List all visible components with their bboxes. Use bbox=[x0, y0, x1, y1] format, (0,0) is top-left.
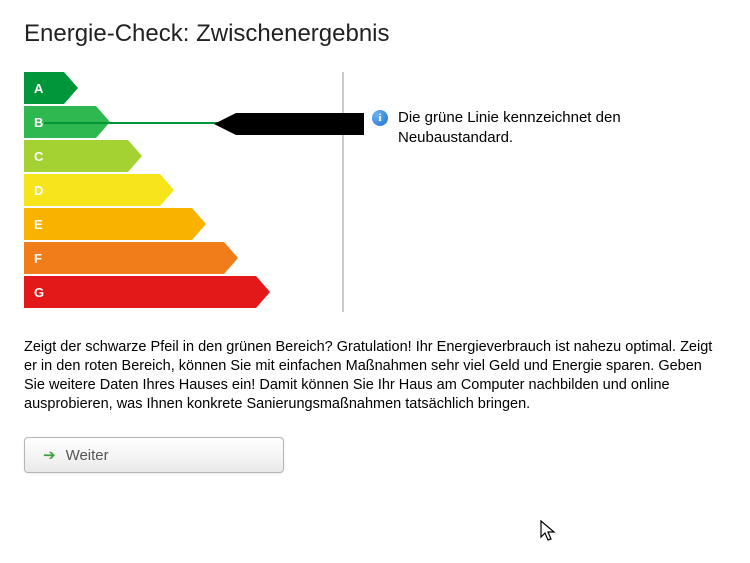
energy-bar-label: G bbox=[34, 285, 44, 300]
energy-bar-label: C bbox=[34, 149, 44, 164]
page-title: Energie-Check: Zwischenergebnis bbox=[24, 20, 726, 48]
arrow-right-icon: ➔ bbox=[43, 446, 56, 464]
energy-bar-d bbox=[24, 174, 174, 206]
mouse-cursor bbox=[540, 520, 560, 544]
info-box: i Die grüne Linie kennzeichnet den Neuba… bbox=[344, 72, 714, 149]
info-text: Die grüne Linie kennzeichnet den Neubaus… bbox=[398, 108, 714, 149]
energy-bar-a bbox=[24, 72, 78, 104]
energy-bar-f bbox=[24, 242, 238, 274]
energy-bar-label: B bbox=[34, 115, 43, 130]
energy-bar-label: D bbox=[34, 183, 43, 198]
result-row: A B C D E F G i Die grüne Linie kennzeichnet d… bbox=[24, 72, 726, 312]
energy-bar-label: A bbox=[34, 81, 44, 96]
energy-bar-label: F bbox=[34, 251, 42, 266]
continue-button[interactable]: ➔ Weiter bbox=[24, 437, 284, 473]
energy-bar-label: E bbox=[34, 217, 43, 232]
energy-bar-e bbox=[24, 208, 206, 240]
energy-bar-g bbox=[24, 276, 270, 308]
continue-button-label: Weiter bbox=[66, 447, 109, 464]
energy-label-chart: A B C D E F G bbox=[24, 72, 344, 312]
explanation-text: Zeigt der schwarze Pfeil in den grünen B… bbox=[24, 338, 724, 413]
info-icon: i bbox=[372, 110, 388, 126]
